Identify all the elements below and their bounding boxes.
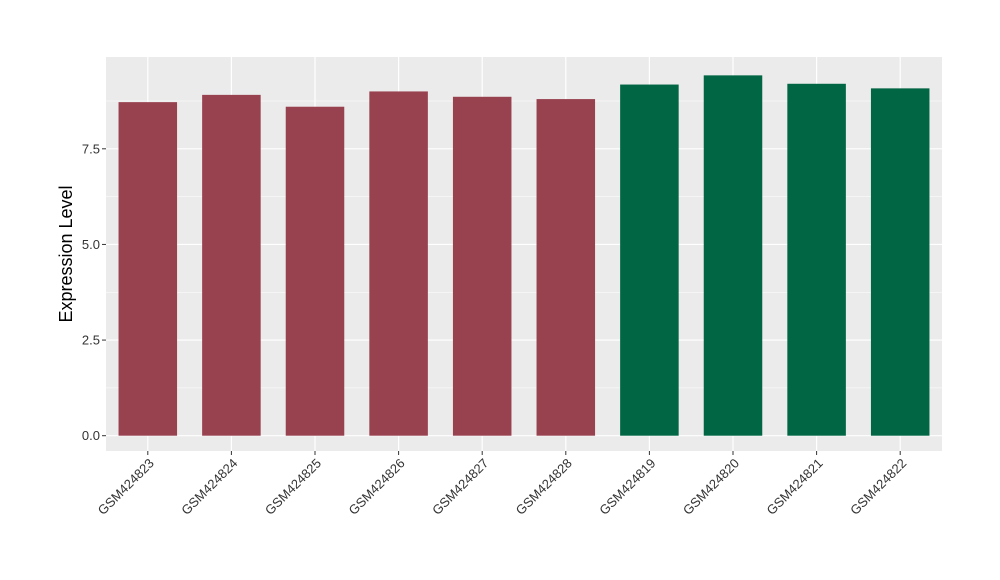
bar-GSM424819 (620, 84, 679, 436)
y-tick-label: 5.0 (82, 237, 100, 252)
bar-GSM424823 (118, 102, 178, 436)
x-tick-label: GSM424820 (680, 456, 742, 518)
bar-GSM424824 (202, 94, 261, 436)
x-tick-label: GSM424828 (513, 456, 575, 518)
x-tick-label: GSM424823 (95, 456, 157, 518)
bar-GSM424828 (536, 99, 596, 436)
bar-GSM424821 (787, 83, 846, 436)
bar-GSM424827 (452, 96, 512, 436)
x-tick-label: GSM424824 (178, 456, 240, 518)
y-tick-label: 7.5 (82, 141, 100, 156)
x-tick-label: GSM424827 (429, 456, 491, 518)
y-axis-ticks: 0.0 2.5 5.0 7.5 (82, 141, 106, 443)
x-tick-label: GSM424821 (763, 456, 825, 518)
x-axis-ticks: GSM424823 GSM424824 GSM424825 GSM424826 GSM4… (95, 451, 909, 518)
bar-GSM424822 (870, 88, 930, 436)
x-tick-label: GSM424819 (596, 456, 658, 518)
bar-GSM424825 (285, 106, 345, 436)
x-tick-label: GSM424822 (847, 456, 909, 518)
bar-GSM424820 (703, 75, 763, 436)
x-tick-label: GSM424825 (262, 456, 324, 518)
y-tick-label: 2.5 (82, 333, 100, 348)
x-tick-label: GSM424826 (345, 456, 407, 518)
y-tick-label: 0.0 (82, 428, 100, 443)
y-axis-title: Expression Level (56, 185, 76, 322)
bar-GSM424826 (369, 91, 428, 436)
bars (118, 75, 930, 436)
